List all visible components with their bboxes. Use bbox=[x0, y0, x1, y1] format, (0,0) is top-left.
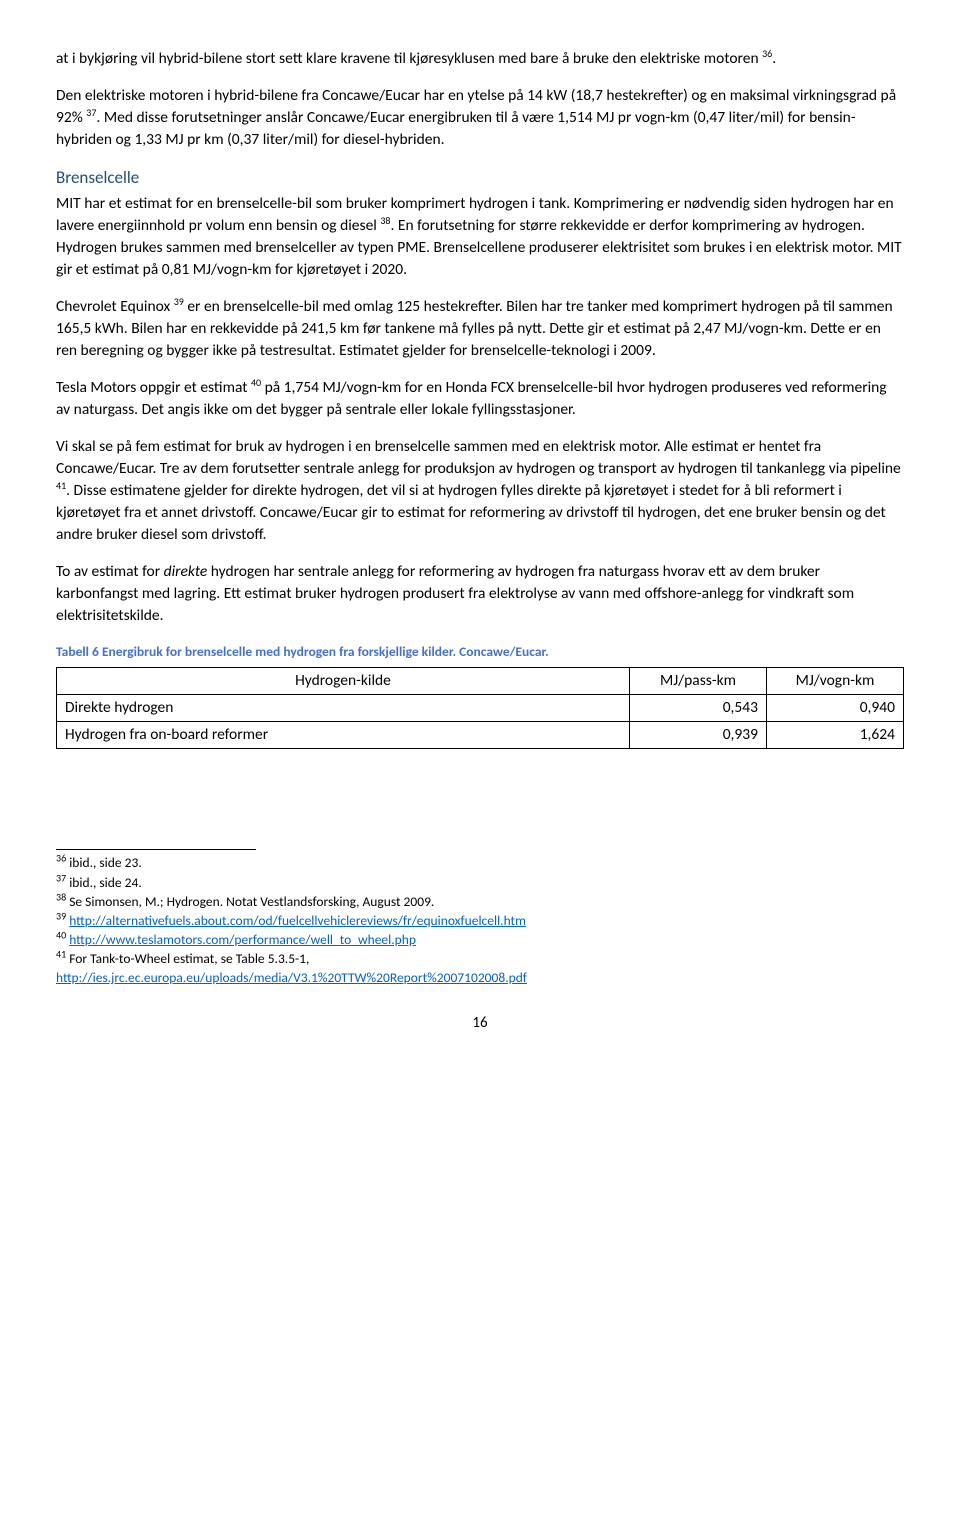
text: Chevrolet Equinox bbox=[56, 297, 174, 316]
footnote-number: 40 bbox=[56, 929, 66, 942]
footnote-ref: 40 bbox=[251, 376, 261, 389]
text: Tesla Motors oppgir et estimat bbox=[56, 378, 251, 397]
footnote-ref: 41 bbox=[56, 479, 66, 492]
body-paragraph: To av estimat for direkte hydrogen har s… bbox=[56, 561, 904, 627]
body-paragraph: at i bykjøring vil hybrid-bilene stort s… bbox=[56, 48, 904, 70]
footnote-number: 38 bbox=[56, 890, 66, 903]
table-header: Hydrogen-kilde bbox=[57, 668, 630, 695]
table-cell: 1,624 bbox=[767, 722, 904, 749]
table-row: Direkte hydrogen 0,543 0,940 bbox=[57, 695, 904, 722]
table-row: Hydrogen fra on-board reformer 0,939 1,6… bbox=[57, 722, 904, 749]
footnote-ref: 36 bbox=[762, 47, 772, 60]
footnote-separator bbox=[56, 849, 256, 850]
footnote-number: 41 bbox=[56, 948, 66, 961]
table-header: MJ/pass-km bbox=[630, 668, 767, 695]
footnote-text: ibid., side 23. bbox=[66, 854, 142, 871]
footnote-number: 39 bbox=[56, 909, 66, 922]
body-paragraph: Tesla Motors oppgir et estimat 40 på 1,7… bbox=[56, 377, 904, 421]
footnote-link[interactable]: http://alternativefuels.about.com/od/fue… bbox=[69, 912, 526, 929]
footnote: 40 http://www.teslamotors.com/performanc… bbox=[56, 931, 904, 949]
section-heading: Brenselcelle bbox=[56, 166, 904, 190]
table-caption: Tabell 6 Energibruk for brenselcelle med… bbox=[56, 642, 904, 661]
footnote-text: Se Simonsen, M.; Hydrogen. Notat Vestlan… bbox=[66, 893, 434, 910]
footnote: 37 ibid., side 24. bbox=[56, 874, 904, 892]
body-paragraph: MIT har et estimat for en brenselcelle-b… bbox=[56, 193, 904, 281]
table-header-row: Hydrogen-kilde MJ/pass-km MJ/vogn-km bbox=[57, 668, 904, 695]
italic-text: direkte bbox=[164, 562, 208, 581]
footnote: 39 http://alternativefuels.about.com/od/… bbox=[56, 912, 904, 930]
table-cell: 0,940 bbox=[767, 695, 904, 722]
footnote-ref: 39 bbox=[174, 295, 184, 308]
footnote-ref: 38 bbox=[380, 214, 390, 227]
text: . bbox=[772, 49, 776, 68]
table-cell: Hydrogen fra on-board reformer bbox=[57, 722, 630, 749]
text: To av estimat for bbox=[56, 562, 164, 581]
text: Vi skal se på fem estimat for bruk av hy… bbox=[56, 437, 901, 478]
footnote: 38 Se Simonsen, M.; Hydrogen. Notat Vest… bbox=[56, 893, 904, 911]
energy-table: Hydrogen-kilde MJ/pass-km MJ/vogn-km Dir… bbox=[56, 667, 904, 749]
table-cell: 0,543 bbox=[630, 695, 767, 722]
footnote-ref: 37 bbox=[86, 106, 96, 119]
footnote: 36 ibid., side 23. bbox=[56, 854, 904, 872]
text: . Disse estimatene gjelder for direkte h… bbox=[56, 481, 886, 544]
footnotes-block: 36 ibid., side 23. 37 ibid., side 24. 38… bbox=[56, 854, 904, 987]
footnote-number: 36 bbox=[56, 852, 66, 865]
footnote-link[interactable]: http://ies.jrc.ec.europa.eu/uploads/medi… bbox=[56, 969, 527, 986]
body-paragraph: Den elektriske motoren i hybrid-bilene f… bbox=[56, 85, 904, 151]
page-number: 16 bbox=[56, 1013, 904, 1034]
table-header: MJ/vogn-km bbox=[767, 668, 904, 695]
text: . Med disse forutsetninger anslår Concaw… bbox=[56, 108, 856, 149]
footnote-text: ibid., side 24. bbox=[66, 874, 142, 891]
footnote-text: For Tank-to-Wheel estimat, se Table 5.3.… bbox=[66, 950, 309, 967]
body-paragraph: Vi skal se på fem estimat for bruk av hy… bbox=[56, 436, 904, 546]
table-cell: Direkte hydrogen bbox=[57, 695, 630, 722]
footnote-number: 37 bbox=[56, 871, 66, 884]
text: at i bykjøring vil hybrid-bilene stort s… bbox=[56, 49, 762, 68]
footnote: 41 For Tank-to-Wheel estimat, se Table 5… bbox=[56, 950, 904, 986]
table-cell: 0,939 bbox=[630, 722, 767, 749]
footnote-link[interactable]: http://www.teslamotors.com/performance/w… bbox=[69, 931, 416, 948]
body-paragraph: Chevrolet Equinox 39 er en brenselcelle-… bbox=[56, 296, 904, 362]
